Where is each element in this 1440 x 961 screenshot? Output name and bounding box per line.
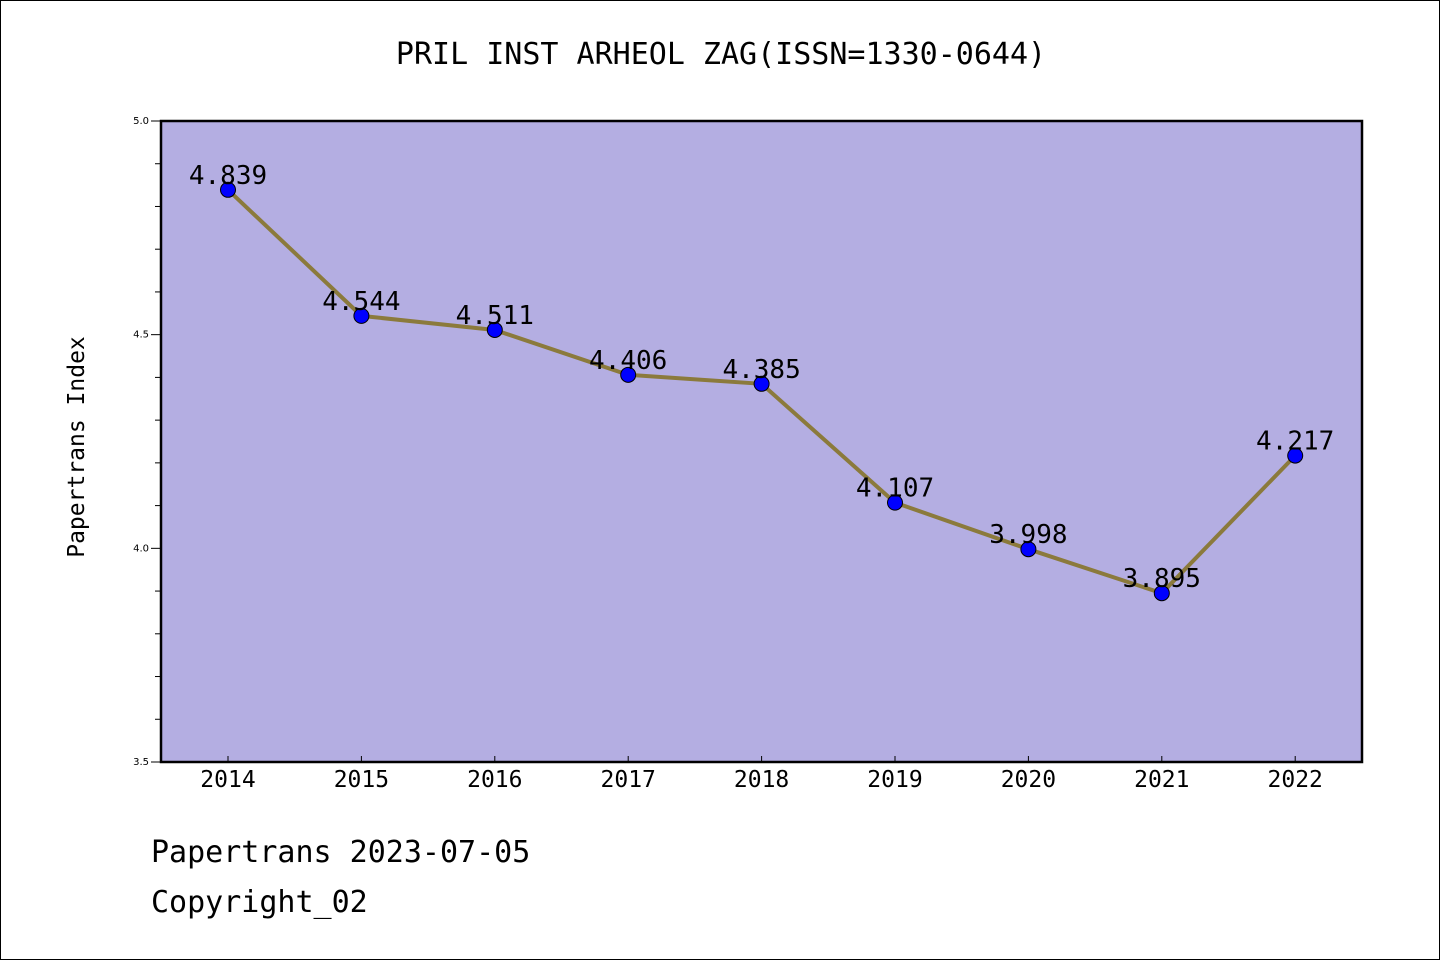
x-tick-label: 2021 — [1134, 767, 1189, 793]
x-tick-label: 2022 — [1268, 767, 1323, 793]
data-point-marker — [1020, 541, 1037, 558]
data-point-label: 3.998 — [989, 520, 1067, 550]
data-point-marker — [1153, 585, 1170, 602]
x-tick-label: 2017 — [601, 767, 656, 793]
data-point-marker — [887, 494, 903, 511]
footer-date-text: Papertrans 2023-07-05 — [151, 835, 531, 870]
data-point-label: 4.406 — [589, 346, 667, 376]
y-tick-label: 5.0 — [133, 116, 149, 127]
footer-copyright-text: Copyright_02 — [151, 885, 368, 920]
chart-title: PRIL INST ARHEOL ZAG(ISSN=1330-0644) — [395, 37, 1047, 72]
data-point-marker — [353, 307, 370, 324]
x-tick-label: 2016 — [467, 767, 522, 793]
x-tick-label: 2014 — [200, 767, 255, 793]
data-point-label: 3.895 — [1123, 564, 1201, 594]
data-point-marker — [220, 181, 236, 198]
plot-frame — [159, 119, 1364, 764]
data-point-label: 4.839 — [189, 161, 267, 191]
data-point-label: 4.544 — [322, 287, 400, 317]
x-tick-label: 2015 — [334, 767, 389, 793]
data-point-label: 4.107 — [856, 474, 934, 504]
x-tick-label: 2020 — [1001, 767, 1056, 793]
y-tick-label: 4.5 — [133, 330, 149, 341]
data-point-label: 4.385 — [722, 355, 800, 385]
x-tick-label: 2019 — [867, 767, 922, 793]
data-point-label: 4.217 — [1256, 427, 1334, 457]
data-labels: 4.839 4.544 4.511 4.406 4.385 4.107 3.998 3.895… — [189, 161, 1334, 594]
x-tick-label: 2018 — [734, 767, 789, 793]
y-tick-label: 3.5 — [133, 757, 149, 768]
y-axis-ticks: 3.5 4.0 4.5 5.0 — [133, 116, 161, 768]
data-point-marker — [486, 321, 503, 338]
data-points — [220, 181, 1304, 602]
data-point-label: 4.511 — [456, 301, 534, 331]
x-axis-ticks: 2014 2015 2016 2017 2018 2019 2020 2021 2022 — [200, 756, 1323, 793]
data-point-marker — [1287, 447, 1304, 464]
y-tick-label: 4.0 — [133, 543, 149, 554]
plot-area — [161, 121, 1362, 762]
data-point-marker — [753, 375, 770, 392]
data-point-marker — [620, 366, 637, 383]
